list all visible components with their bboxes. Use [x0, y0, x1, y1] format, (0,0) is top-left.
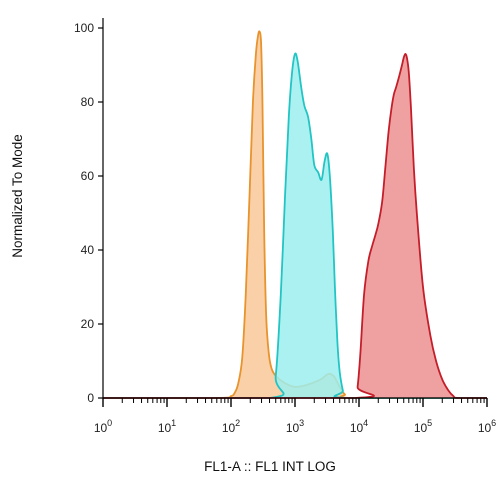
- x-tick-label: 106: [478, 418, 496, 435]
- ticks-layer: 0 20 40 60 80 100 100 101 102 103 104 105 106: [74, 21, 496, 435]
- x-tick-label: 102: [222, 418, 240, 435]
- y-tick-label: 60: [81, 169, 95, 183]
- y-axis-title: Normalized To Mode: [10, 134, 25, 258]
- series-2-area: [103, 53, 487, 398]
- series-layer: [103, 30, 487, 399]
- y-tick-label: 0: [87, 391, 94, 405]
- x-axis-title: FL1-A :: FL1 INT LOG: [204, 459, 336, 474]
- x-tick-label: 100: [94, 418, 112, 435]
- y-tick-label: 100: [74, 21, 94, 35]
- y-tick-label: 40: [81, 243, 95, 257]
- y-tick-label: 80: [81, 95, 95, 109]
- series-2-line: [103, 52, 487, 399]
- x-tick-label: 105: [414, 418, 432, 435]
- series-3-area: [103, 53, 487, 399]
- x-tick-label: 103: [286, 418, 304, 435]
- y-tick-label: 20: [81, 317, 95, 331]
- x-tick-label: 104: [350, 418, 368, 435]
- x-tick-label: 101: [158, 418, 176, 435]
- series-3-line: [103, 53, 487, 399]
